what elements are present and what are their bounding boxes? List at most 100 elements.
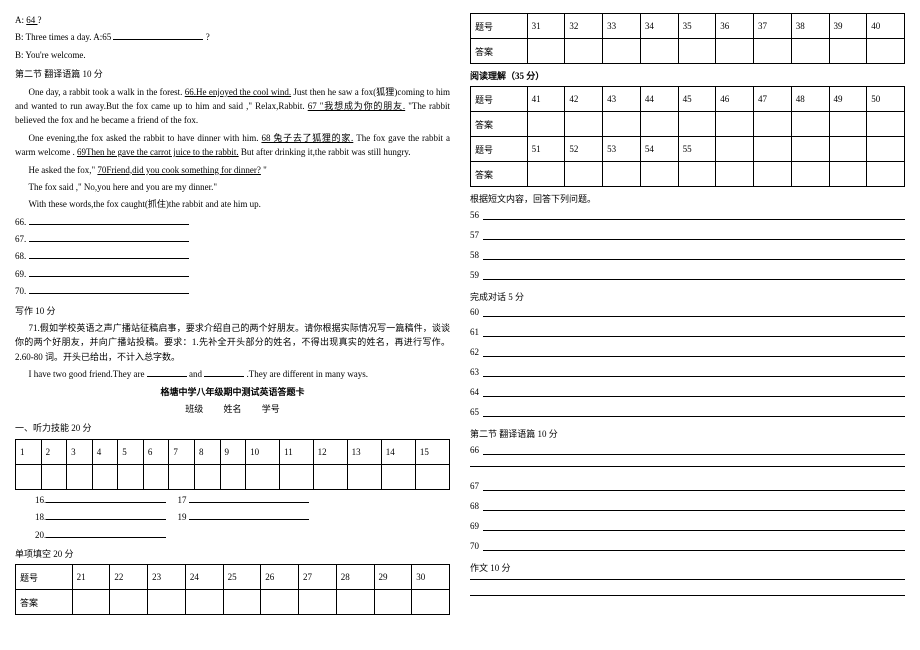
ans-11[interactable] xyxy=(280,464,313,489)
ans-3[interactable] xyxy=(67,464,93,489)
a-55[interactable] xyxy=(678,162,716,187)
tr-69-line[interactable] xyxy=(483,521,905,531)
ans-10[interactable] xyxy=(246,464,280,489)
qa-56-label: 56 xyxy=(470,210,479,220)
qa-58-line[interactable] xyxy=(483,250,905,260)
a-53[interactable] xyxy=(603,162,641,187)
dl-62-line[interactable] xyxy=(483,347,905,357)
p2-c: But after drinking it,the rabbit was sti… xyxy=(241,147,411,157)
tr-68-label: 68 xyxy=(470,501,479,511)
dl-61-line[interactable] xyxy=(483,327,905,337)
line-68[interactable] xyxy=(29,258,189,259)
a-37[interactable] xyxy=(754,39,792,64)
line-70[interactable] xyxy=(29,293,189,294)
a-40[interactable] xyxy=(867,39,905,64)
a-36[interactable] xyxy=(716,39,754,64)
p2-a: One evening,the fox asked the rabbit to … xyxy=(29,133,259,143)
a-43[interactable] xyxy=(603,112,641,137)
a-34[interactable] xyxy=(640,39,678,64)
tr-68: 68 xyxy=(470,501,905,511)
a-35[interactable] xyxy=(678,39,716,64)
ans-12[interactable] xyxy=(313,464,347,489)
a-52[interactable] xyxy=(565,162,603,187)
ans-13[interactable] xyxy=(347,464,381,489)
tr-67-line[interactable] xyxy=(483,481,905,491)
ans-5[interactable] xyxy=(118,464,144,489)
ans-2[interactable] xyxy=(41,464,67,489)
dl-64-line[interactable] xyxy=(483,387,905,397)
essay-line-2[interactable] xyxy=(470,594,905,596)
sc-a22[interactable] xyxy=(110,590,148,615)
dl-65-line[interactable] xyxy=(483,407,905,417)
tr-70-line[interactable] xyxy=(483,541,905,551)
ans-6[interactable] xyxy=(143,464,169,489)
a-e1 xyxy=(716,162,754,187)
sc-28: 28 xyxy=(336,565,374,590)
a-32[interactable] xyxy=(565,39,603,64)
ll-17-line[interactable] xyxy=(189,502,309,503)
ll-19-line[interactable] xyxy=(189,519,309,520)
essay-line-1[interactable] xyxy=(470,578,905,580)
sc-a24[interactable] xyxy=(185,590,223,615)
label-69: 69. xyxy=(15,269,26,279)
a-42[interactable] xyxy=(565,112,603,137)
a-50[interactable] xyxy=(867,112,905,137)
a-51[interactable] xyxy=(527,162,565,187)
sc-a23[interactable] xyxy=(148,590,186,615)
a-46[interactable] xyxy=(716,112,754,137)
ws-blank2[interactable] xyxy=(204,376,244,377)
tr-68-line[interactable] xyxy=(483,501,905,511)
qa-57-line[interactable] xyxy=(483,230,905,240)
a-47[interactable] xyxy=(754,112,792,137)
sc-a25[interactable] xyxy=(223,590,261,615)
sc-a27[interactable] xyxy=(299,590,337,615)
a-49[interactable] xyxy=(829,112,867,137)
ans-7[interactable] xyxy=(169,464,195,489)
tr-66-extra[interactable] xyxy=(470,465,905,467)
a-31[interactable] xyxy=(527,39,565,64)
line-66[interactable] xyxy=(29,224,189,225)
a-45[interactable] xyxy=(678,112,716,137)
dl-60-line[interactable] xyxy=(483,307,905,317)
sc-a21[interactable] xyxy=(72,590,110,615)
a-38[interactable] xyxy=(791,39,829,64)
sc-answer-label: 答案 xyxy=(16,590,73,615)
ans-9[interactable] xyxy=(220,464,246,489)
c-empty3 xyxy=(791,137,829,162)
tr-69-label: 69 xyxy=(470,521,479,531)
ws-blank1[interactable] xyxy=(147,376,187,377)
sc-a28[interactable] xyxy=(336,590,374,615)
ans-4[interactable] xyxy=(92,464,118,489)
dialog-2-suffix: ? xyxy=(206,32,210,42)
sc-a26[interactable] xyxy=(261,590,299,615)
ans-15[interactable] xyxy=(415,464,449,489)
a-33[interactable] xyxy=(603,39,641,64)
ans-14[interactable] xyxy=(381,464,415,489)
qa-59-line[interactable] xyxy=(483,270,905,280)
blank-67: 67. xyxy=(15,232,450,246)
cell-12: 12 xyxy=(313,439,347,464)
cell-10: 10 xyxy=(246,439,280,464)
ll-16-line[interactable] xyxy=(46,502,166,503)
a-41[interactable] xyxy=(527,112,565,137)
line-67[interactable] xyxy=(29,241,189,242)
ans-1[interactable] xyxy=(16,464,42,489)
dl-63-line[interactable] xyxy=(483,367,905,377)
line-69[interactable] xyxy=(29,276,189,277)
sc-a30[interactable] xyxy=(412,590,450,615)
tr-66-line[interactable] xyxy=(483,445,905,455)
qa-56-line[interactable] xyxy=(483,210,905,220)
c-34: 34 xyxy=(640,14,678,39)
ll-20-line[interactable] xyxy=(46,537,166,538)
cell-3: 3 xyxy=(67,439,93,464)
a-48[interactable] xyxy=(791,112,829,137)
sc-a29[interactable] xyxy=(374,590,412,615)
ll-18-line[interactable] xyxy=(46,519,166,520)
ll-18: 18. xyxy=(35,512,46,522)
a-54[interactable] xyxy=(640,162,678,187)
a-e4 xyxy=(829,162,867,187)
ans-8[interactable] xyxy=(194,464,220,489)
a-39[interactable] xyxy=(829,39,867,64)
a-44[interactable] xyxy=(640,112,678,137)
p3-u: 70Friend,did you cook something for dinn… xyxy=(97,165,260,175)
